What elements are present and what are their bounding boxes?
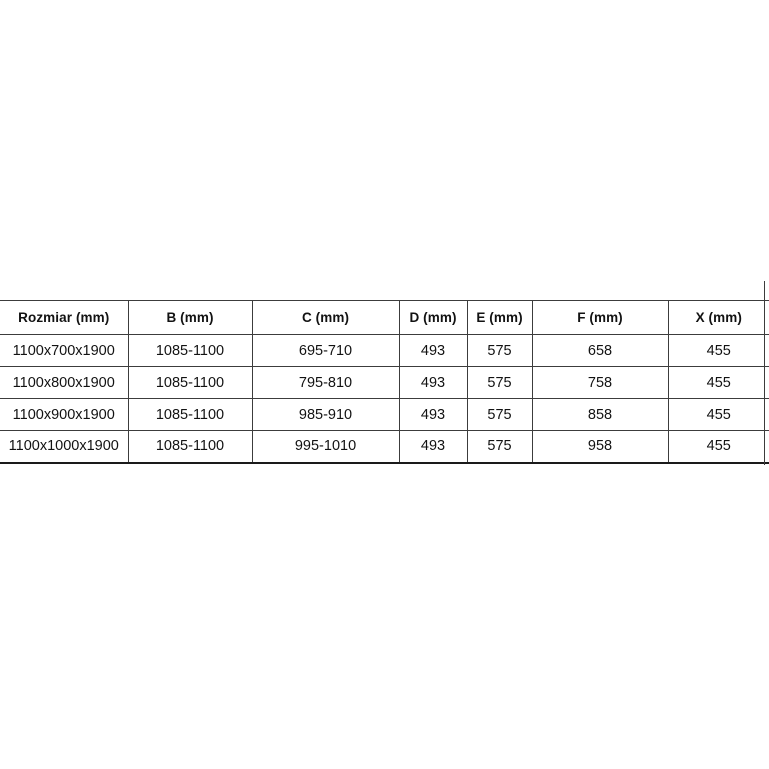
table-cell-rozmiar: 1100x900x1900 (12, 406, 115, 423)
table-cell-e: 575 (466, 366, 532, 399)
table-row: 1100x900x1900 1085-1100 985-910 493 575 … (0, 398, 769, 431)
table-cell-x: 455 (667, 334, 769, 367)
table-cell-f: 658 (531, 334, 668, 367)
table-cell-b: 1085-1100 (127, 398, 252, 431)
table-cell-e: 575 (466, 430, 532, 463)
table-cell-rozmiar: 1100x700x1900 (12, 342, 115, 359)
table-cell-c: 995-1010 (251, 430, 399, 463)
table-cell-c: 985-910 (251, 398, 399, 431)
table-cell-d: 493 (398, 398, 467, 431)
table-cell-f: 958 (531, 430, 668, 463)
table-cell-d: 493 (398, 366, 467, 399)
table-cell-b: 1085-1100 (127, 334, 252, 367)
table-cell-rozmiar: 1100x1000x1900 (8, 438, 119, 455)
column-header-x: X (mm) (667, 300, 769, 335)
table-cell-rozmiar: 1100x800x1900 (12, 374, 115, 391)
dimensions-table: Rozmiar (mm) B (mm) C (mm) D (mm) E (mm)… (0, 300, 769, 464)
column-header-b: B (mm) (127, 300, 252, 335)
table-cell-f: 758 (531, 366, 668, 399)
table-cell-b: 1085-1100 (127, 366, 252, 399)
table-cell-e: 575 (466, 334, 532, 367)
table-cell-d: 493 (398, 334, 467, 367)
column-header-f: F (mm) (531, 300, 668, 335)
table-row: 1100x700x1900 1085-1100 695-710 493 575 … (0, 334, 769, 367)
table-row: 1100x1000x1900 1085-1100 995-1010 493 57… (0, 430, 769, 463)
column-header-c: C (mm) (251, 300, 399, 335)
table-cell-x: 455 (667, 398, 769, 431)
table-cell-x: 455 (667, 366, 769, 399)
table-right-border-line (764, 281, 765, 465)
table-cell-b: 1085-1100 (127, 430, 252, 463)
table-cell-c: 795-810 (251, 366, 399, 399)
table-cell-x: 455 (667, 430, 769, 463)
table-cell-f: 858 (531, 398, 668, 431)
table-cell-d: 493 (398, 430, 467, 463)
table-row: 1100x800x1900 1085-1100 795-810 493 575 … (0, 366, 769, 399)
column-header-e: E (mm) (466, 300, 532, 335)
table-cell-e: 575 (466, 398, 532, 431)
column-header-d: D (mm) (398, 300, 467, 335)
header-row: Rozmiar (mm) B (mm) C (mm) D (mm) E (mm)… (0, 300, 769, 335)
table-cell-c: 695-710 (251, 334, 399, 367)
column-header-rozmiar: Rozmiar (mm) (18, 310, 110, 325)
